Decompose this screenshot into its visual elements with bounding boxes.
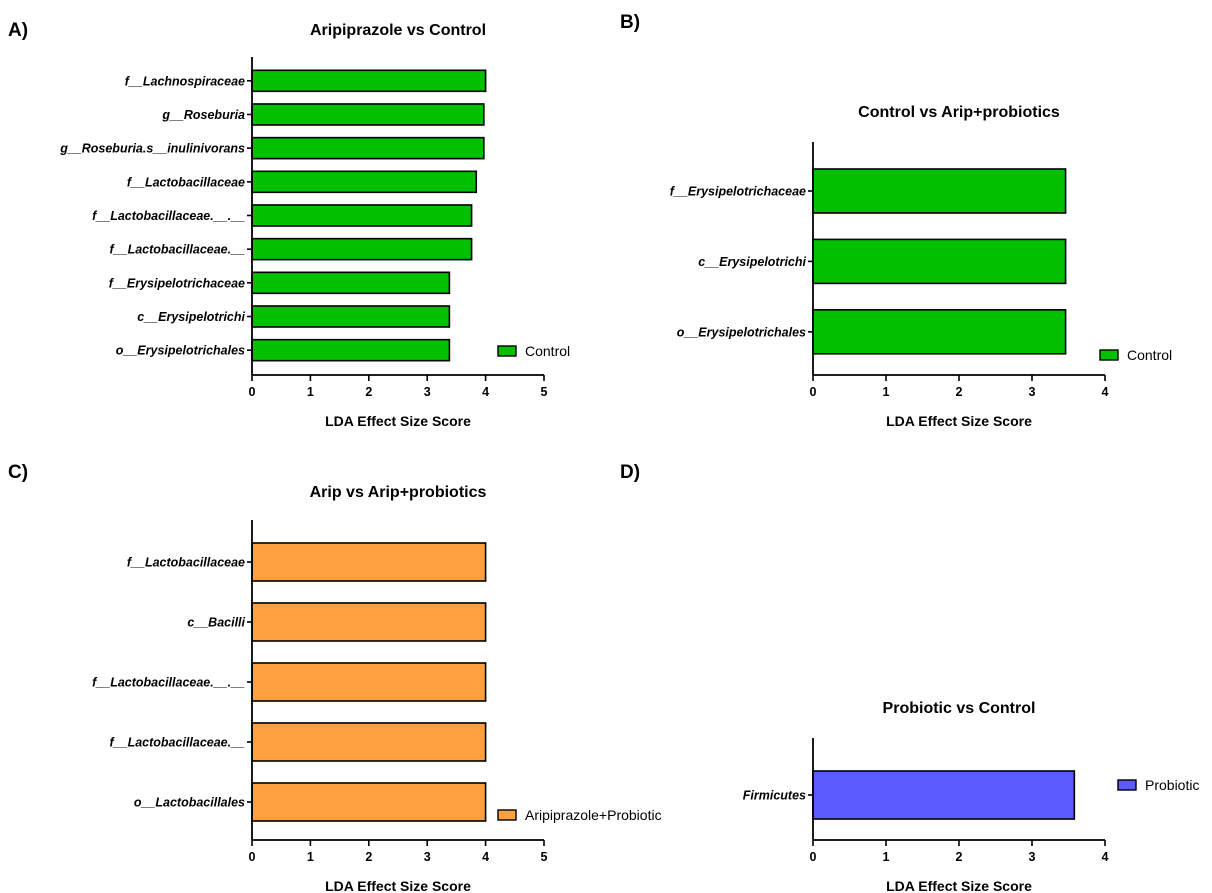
chart-1-x-tick-label: 0 [249,385,256,399]
chart-2-x-axis-label: LDA Effect Size Score [886,413,1032,429]
chart-3-category-label: o__Lactobacillales [134,796,245,810]
chart-2-category-label: c__Erysipelotrichi [698,255,806,269]
chart-4-bar [812,770,1076,820]
chart-3-category-label: f__Lactobacillaceae.__.__ [92,676,245,690]
chart-2-category-label: f__Erysipelotrichaceae [670,185,806,199]
chart-3-category-label: f__Lactobacillaceae [127,556,245,570]
chart-4-x-tick-label: 4 [1102,850,1109,864]
chart-1-bar [251,136,485,160]
chart-4-category-label: Firmicutes [743,789,806,803]
chart-4-x-tick-label: 0 [810,850,817,864]
chart-1-x-tick-label: 2 [365,385,372,399]
chart-3-bar [251,602,487,642]
chart-4-x-axis-label: LDA Effect Size Score [886,878,1032,893]
chart-3-category-label: f__Lactobacillaceae.__ [110,736,246,750]
chart-3-x-tick-label: 3 [424,850,431,864]
chart-1-legend-swatch [497,345,517,357]
chart-1-category-label: o__Erysipelotrichales [116,344,245,358]
chart-3-bar [251,722,487,762]
chart-1-category-label: f__Lactobacillaceae [127,175,245,189]
chart-3-panel-letter: C) [8,462,28,483]
chart-1-category-label: f__Lachnospiraceae [125,74,245,88]
chart-1-bar [251,69,487,93]
chart-1-bar [251,204,473,227]
chart-1-bar [251,338,451,362]
chart-1-category-label: g__Roseburia.s__inulinivorans [59,142,245,156]
chart-2-x-tick-label: 3 [1029,385,1036,399]
chart-4-x-tick-label: 3 [1029,850,1036,864]
chart-1-x-axis-label: LDA Effect Size Score [325,413,471,429]
chart-3-x-tick-label: 2 [365,850,372,864]
chart-3-bar [251,662,487,702]
chart-3-x-tick-label: 0 [249,850,256,864]
chart-2-legend-swatch [1099,349,1119,361]
chart-4-legend-label: Probiotic [1145,777,1199,793]
chart-2-bar [812,168,1067,214]
chart-4-x-tick-label: 2 [956,850,963,864]
chart-1-x-tick-label: 5 [541,385,548,399]
chart-2-x-tick-label: 0 [810,385,817,399]
chart-4-title: Probiotic vs Control [883,700,1036,717]
chart-3-x-axis-label: LDA Effect Size Score [325,878,471,893]
chart-1-x-tick-label: 4 [482,385,489,399]
chart-3-x-tick-label: 1 [307,850,314,864]
chart-1-category-label: f__Lactobacillaceae.__.__ [92,209,245,223]
chart-2-x-tick-label: 2 [956,385,963,399]
chart-1-category-label: f__Lactobacillaceae.__ [110,243,246,257]
chart-3-title: Arip vs Arip+probiotics [310,484,487,501]
chart-1-panel-letter: A) [8,20,28,41]
chart-2-bar [812,238,1067,285]
chart-1-bar [251,170,478,194]
chart-4-legend-swatch [1117,779,1137,791]
chart-3-x-tick-label: 5 [541,850,548,864]
chart-1-category-label: c__Erysipelotrichi [137,310,245,324]
chart-1-bar [251,237,473,261]
chart-3-category-label: c__Bacilli [187,616,245,630]
chart-2-title: Control vs Arip+probiotics [858,104,1060,121]
chart-1-legend-label: Control [525,343,570,359]
chart-1-x-tick-label: 1 [307,385,314,399]
chart-1-title: Aripiprazole vs Control [310,22,486,39]
chart-1-category-label: g__Roseburia [161,108,245,122]
chart-4-x-tick-label: 1 [883,850,890,864]
chart-3-x-tick-label: 4 [482,850,489,864]
chart-2-bar [812,308,1067,355]
chart-2-x-tick-label: 1 [883,385,890,399]
chart-1-bar [251,305,451,328]
chart-2-category-label: o__Erysipelotrichales [677,325,806,339]
chart-2-x-tick-label: 4 [1102,385,1109,399]
chart-3-bar [251,542,487,582]
chart-3-legend-label: Aripiprazole+Probiotic [525,807,662,823]
chart-2-legend-label: Control [1127,347,1172,363]
chart-1-category-label: f__Erysipelotrichaceae [109,276,245,290]
chart-3-legend-swatch [497,809,517,821]
chart-1-x-tick-label: 3 [424,385,431,399]
chart-1-bar [251,103,485,126]
chart-3-bar [251,782,487,822]
chart-1-bar [251,271,451,295]
chart-4-panel-letter: D) [620,462,640,483]
chart-2-panel-letter: B) [620,12,640,33]
